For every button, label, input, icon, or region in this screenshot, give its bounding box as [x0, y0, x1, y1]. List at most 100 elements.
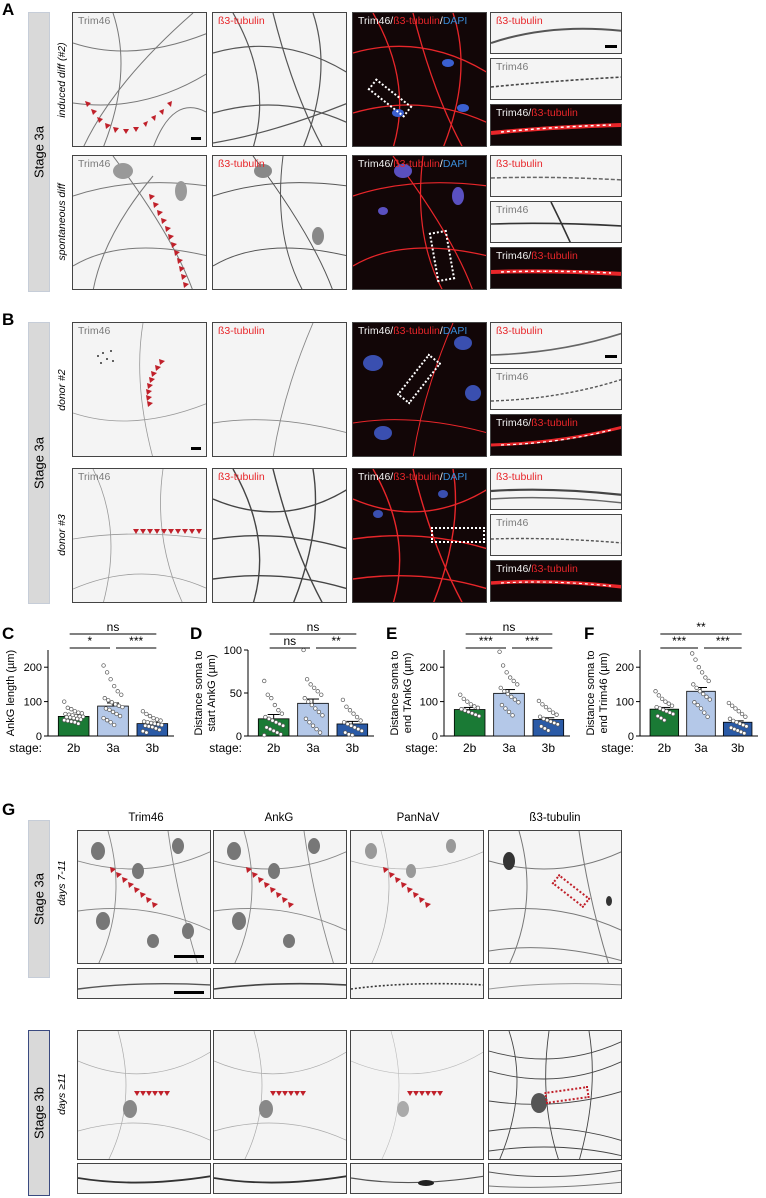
crop-g1-tubulin: [488, 968, 622, 999]
data-point: [346, 732, 351, 737]
crop-a1-top: ß3-tubulin: [490, 12, 622, 54]
y-tick-label: 200: [24, 662, 42, 674]
significance-label: ns: [107, 620, 120, 634]
y-axis-label: end TAnkG (µm): [402, 653, 414, 734]
data-point: [701, 691, 706, 697]
data-point: [76, 721, 81, 726]
significance-label: ***: [129, 634, 143, 648]
data-point: [140, 729, 146, 734]
neurite-image: [73, 13, 206, 146]
x-tick-label: 3a: [306, 741, 320, 755]
data-point: [537, 714, 543, 719]
x-tick-label: 3a: [694, 741, 708, 755]
data-point: [120, 704, 125, 710]
data-point: [65, 705, 70, 710]
channel-label: ß3-tubulin: [218, 158, 265, 170]
data-point: [276, 708, 281, 713]
data-point: [546, 728, 551, 733]
x-tick-label: 3a: [502, 741, 516, 755]
data-point: [510, 713, 515, 718]
data-point: [144, 711, 149, 717]
image-a1-merge: Trim46/ß3-tubulin/DAPI: [352, 12, 487, 147]
data-point: [552, 720, 557, 726]
x-tick-label: 2b: [67, 741, 81, 755]
data-point: [114, 711, 119, 717]
data-point: [109, 700, 114, 705]
data-point: [509, 694, 514, 699]
crop-g1-ankg: [213, 968, 347, 999]
crop-label: Trim46: [496, 61, 529, 73]
data-point: [80, 714, 86, 719]
crop-a1-bottom: Trim46/ß3-tubulin: [490, 104, 622, 146]
crop-b1-mid: Trim46: [490, 368, 622, 410]
channel-label: Trim46: [78, 471, 111, 483]
data-point: [301, 647, 306, 653]
data-point: [69, 707, 74, 712]
data-point: [315, 689, 320, 694]
crop-b1-bottom: Trim46/ß3-tubulin: [490, 414, 622, 456]
x-tick-label: 3b: [346, 741, 360, 755]
stage-bar-a: Stage 3a: [28, 12, 50, 292]
data-point: [308, 682, 313, 687]
data-point: [278, 732, 283, 737]
data-point: [101, 663, 106, 668]
channel-label: ß3-tubulin: [218, 15, 265, 27]
arrowheads: [134, 1091, 170, 1096]
data-point: [107, 707, 112, 713]
data-point: [742, 731, 747, 736]
neurite-image: [213, 156, 346, 289]
crop-g1-trim46: [77, 968, 211, 999]
data-point: [108, 677, 113, 682]
y-tick-label: 0: [36, 731, 42, 743]
data-point: [72, 720, 77, 725]
data-point: [110, 709, 116, 715]
x-tick-label: 3a: [106, 741, 120, 755]
scale-bar: [605, 355, 617, 358]
image-g1-ankg: [213, 830, 347, 964]
merge-image: [353, 156, 486, 289]
data-point: [515, 682, 520, 687]
data-point: [344, 704, 349, 709]
stage-axis-label: stage:: [9, 741, 42, 755]
data-point: [341, 720, 347, 725]
crop-a1-mid: Trim46: [490, 58, 622, 100]
data-point: [152, 721, 157, 726]
scale-bar: [605, 45, 617, 48]
data-point: [270, 718, 275, 723]
data-point: [265, 692, 270, 697]
data-point: [697, 689, 703, 694]
panel-letter-g: G: [2, 800, 16, 819]
data-point: [117, 713, 123, 719]
crop-label: ß3-tubulin: [496, 471, 543, 483]
panel-letter-c: C: [2, 624, 15, 643]
image-a2-merge: Trim46/ß3-tubulin/DAPI: [352, 155, 487, 290]
data-point: [516, 700, 521, 705]
data-point: [157, 727, 162, 732]
data-point: [314, 726, 319, 732]
row-label-g2: days ≥11: [56, 1073, 68, 1115]
channel-label: Trim46: [78, 325, 111, 337]
data-point: [277, 721, 282, 727]
data-point: [307, 720, 312, 725]
data-point: [506, 709, 512, 715]
data-point: [313, 706, 318, 711]
data-point: [505, 691, 510, 697]
data-point: [653, 689, 658, 694]
neurite-image: [73, 323, 206, 456]
y-axis-label: Distance soma to: [389, 651, 401, 736]
data-point: [345, 721, 350, 727]
data-point: [472, 704, 477, 709]
merge-label: Trim46/ß3-tubulin/DAPI: [358, 325, 468, 337]
image-g1-trim46: [77, 830, 211, 964]
data-point: [154, 717, 160, 722]
crop-label: ß3-tubulin: [496, 158, 543, 170]
y-tick-label: 200: [420, 662, 438, 674]
stage-bar-g2: Stage 3b: [28, 1030, 50, 1196]
data-point: [351, 711, 356, 716]
merge-label: Trim46/ß3-tubulin/DAPI: [358, 15, 468, 27]
y-axis-label: AnkG length (µm): [5, 650, 17, 736]
significance-label: ***: [525, 634, 539, 648]
data-point: [151, 715, 156, 721]
y-tick-label: 100: [420, 697, 438, 709]
image-a2-trim46: Trim46: [72, 155, 207, 290]
